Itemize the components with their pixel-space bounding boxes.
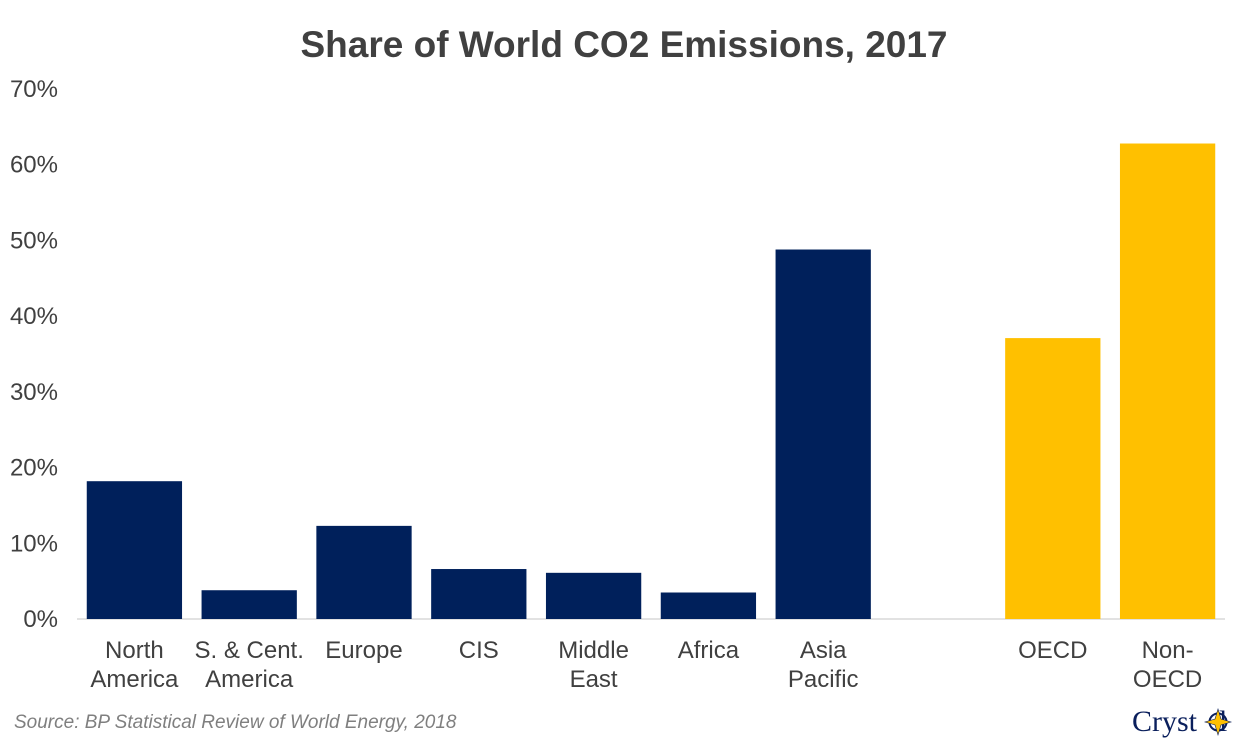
y-tick-label: 30% [10, 379, 58, 406]
y-tick-label: 20% [10, 455, 58, 482]
bar [201, 590, 297, 619]
x-tick-label: America [205, 666, 294, 693]
x-tick-label: Pacific [788, 666, 859, 693]
logo-text: Cryst [1132, 705, 1198, 738]
x-tick-label: CIS [459, 637, 499, 664]
x-tick-label: Europe [325, 637, 402, 664]
x-tick-label: Africa [678, 637, 740, 664]
bar [431, 569, 527, 619]
x-tick-label: Asia [800, 637, 847, 664]
bars [86, 143, 1216, 619]
crystol-logo: Crystl [1132, 705, 1233, 738]
source-note: Source: BP Statistical Review of World E… [14, 712, 457, 733]
x-tick-label: S. & Cent. [195, 637, 304, 664]
y-tick-label: 60% [10, 152, 58, 179]
crystal-star-icon [1203, 707, 1233, 737]
bar [1005, 338, 1101, 619]
x-tick-label: Middle [558, 637, 629, 664]
bar [545, 572, 642, 619]
x-tick-label: Non- [1142, 637, 1194, 664]
y-axis: 0% 10% 20% 30% 40% 50% 60% 70% [10, 76, 58, 633]
bar [660, 592, 757, 619]
y-tick-label: 10% [10, 530, 58, 557]
x-tick-label: North [105, 637, 164, 664]
y-tick-label: 0% [23, 606, 58, 633]
bar [1119, 143, 1216, 619]
x-tick-label: America [90, 666, 179, 693]
bar [775, 249, 871, 619]
x-tick-label: OECD [1018, 637, 1087, 664]
y-tick-label: 50% [10, 227, 58, 254]
y-tick-label: 40% [10, 303, 58, 330]
x-tick-label: OECD [1133, 666, 1202, 693]
bar [86, 481, 183, 619]
bar [316, 525, 412, 619]
y-tick-label: 70% [10, 76, 58, 103]
chart-title: Share of World CO2 Emissions, 2017 [300, 24, 947, 65]
x-tick-label: East [570, 666, 618, 693]
